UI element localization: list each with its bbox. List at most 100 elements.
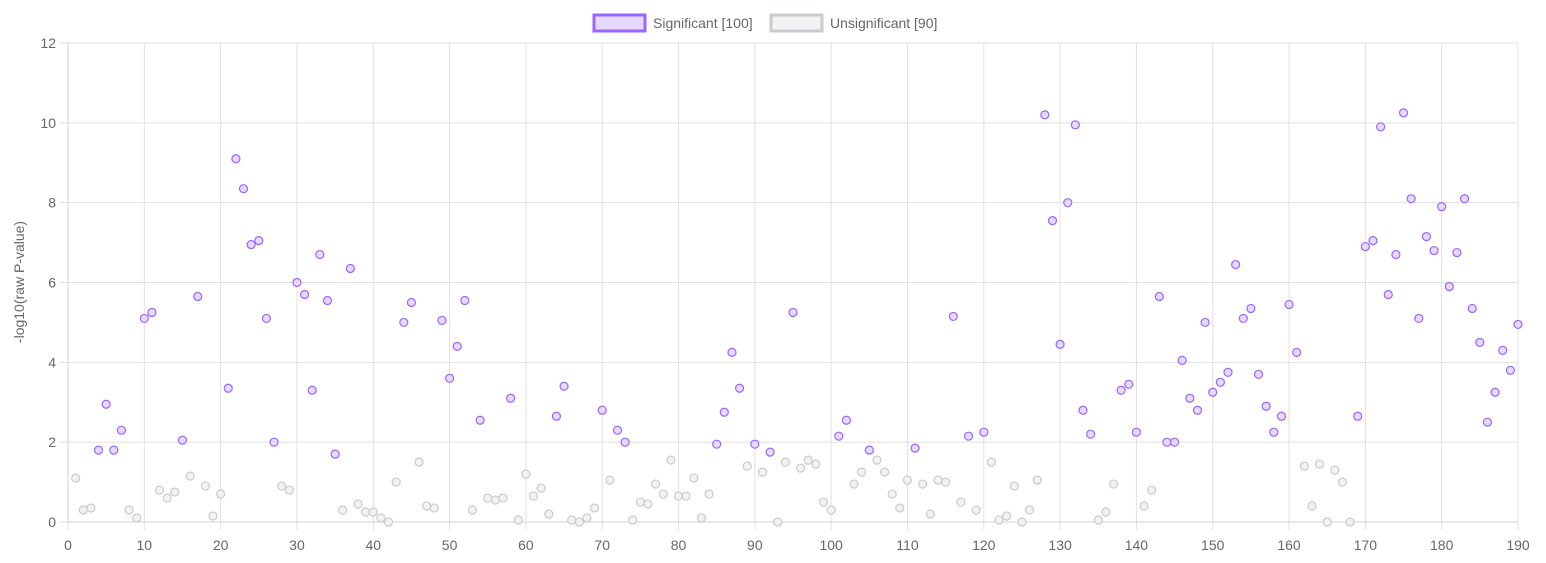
significant-point[interactable]: [1169, 437, 1180, 447]
unsignificant-point[interactable]: [1330, 465, 1340, 475]
unsignificant-point[interactable]: [895, 503, 905, 513]
unsignificant-point[interactable]: [284, 485, 294, 495]
significant-point[interactable]: [109, 445, 119, 455]
unsignificant-point[interactable]: [1108, 479, 1119, 489]
unsignificant-point[interactable]: [1337, 477, 1348, 487]
unsignificant-point[interactable]: [1299, 461, 1309, 471]
unsignificant-point[interactable]: [826, 505, 836, 515]
significant-point[interactable]: [307, 385, 317, 395]
unsignificant-point[interactable]: [185, 471, 195, 481]
significant-point[interactable]: [1467, 303, 1477, 314]
significant-point[interactable]: [1047, 216, 1058, 226]
legend-item-unsignificant[interactable]: Unsignificant [90]: [769, 13, 937, 33]
significant-point[interactable]: [315, 249, 325, 260]
significant-point[interactable]: [1215, 377, 1225, 387]
significant-point[interactable]: [231, 154, 241, 164]
significant-point[interactable]: [101, 399, 111, 409]
significant-point[interactable]: [734, 383, 745, 393]
significant-point[interactable]: [834, 431, 844, 441]
significant-point[interactable]: [1353, 411, 1363, 421]
significant-point[interactable]: [177, 435, 188, 445]
significant-point[interactable]: [1246, 303, 1256, 314]
significant-point[interactable]: [116, 425, 127, 435]
significant-point[interactable]: [1063, 198, 1073, 208]
unsignificant-point[interactable]: [124, 505, 134, 515]
significant-point[interactable]: [1154, 291, 1164, 302]
unsignificant-point[interactable]: [773, 517, 783, 527]
significant-point[interactable]: [1055, 339, 1065, 349]
unsignificant-point[interactable]: [376, 513, 386, 523]
significant-point[interactable]: [254, 235, 264, 246]
unsignificant-point[interactable]: [574, 517, 584, 527]
significant-point[interactable]: [597, 405, 607, 415]
unsignificant-point[interactable]: [200, 481, 210, 491]
significant-point[interactable]: [1269, 427, 1279, 437]
significant-point[interactable]: [147, 307, 157, 318]
unsignificant-point[interactable]: [1093, 515, 1103, 525]
unsignificant-point[interactable]: [628, 515, 638, 525]
unsignificant-point[interactable]: [86, 503, 96, 513]
unsignificant-point[interactable]: [1009, 481, 1019, 491]
unsignificant-point[interactable]: [902, 475, 913, 485]
legend-item-significant[interactable]: Significant [100]: [592, 13, 753, 33]
unsignificant-point[interactable]: [1345, 517, 1355, 527]
unsignificant-point[interactable]: [1147, 485, 1157, 495]
significant-point[interactable]: [1131, 427, 1142, 437]
unsignificant-point[interactable]: [689, 473, 699, 483]
significant-point[interactable]: [1498, 345, 1508, 355]
significant-point[interactable]: [1505, 365, 1515, 375]
significant-point[interactable]: [1414, 313, 1424, 324]
unsignificant-point[interactable]: [71, 473, 81, 483]
unsignificant-point[interactable]: [757, 467, 768, 477]
significant-point[interactable]: [292, 277, 302, 288]
significant-point[interactable]: [269, 437, 279, 447]
unsignificant-point[interactable]: [490, 495, 500, 505]
significant-point[interactable]: [1383, 289, 1393, 300]
significant-point[interactable]: [1421, 231, 1432, 242]
significant-point[interactable]: [1231, 259, 1241, 270]
unsignificant-point[interactable]: [498, 493, 508, 503]
significant-point[interactable]: [1192, 405, 1203, 415]
unsignificant-point[interactable]: [132, 513, 142, 523]
significant-point[interactable]: [719, 407, 729, 417]
unsignificant-point[interactable]: [872, 455, 882, 465]
significant-point[interactable]: [1444, 281, 1454, 292]
unsignificant-point[interactable]: [879, 467, 890, 477]
unsignificant-point[interactable]: [521, 469, 531, 479]
significant-point[interactable]: [1398, 108, 1409, 118]
unsignificant-point[interactable]: [78, 505, 88, 515]
significant-point[interactable]: [452, 341, 462, 351]
unsignificant-point[interactable]: [544, 509, 554, 519]
significant-point[interactable]: [1490, 387, 1500, 397]
unsignificant-point[interactable]: [803, 455, 813, 465]
significant-point[interactable]: [1406, 194, 1416, 204]
unsignificant-point[interactable]: [1307, 501, 1317, 511]
significant-point[interactable]: [979, 427, 989, 437]
significant-point[interactable]: [1391, 249, 1401, 260]
unsignificant-point[interactable]: [666, 455, 676, 465]
significant-point[interactable]: [1162, 437, 1172, 447]
unsignificant-point[interactable]: [857, 467, 867, 477]
unsignificant-point[interactable]: [154, 485, 165, 495]
significant-point[interactable]: [399, 317, 409, 328]
unsignificant-point[interactable]: [673, 491, 684, 501]
unsignificant-point[interactable]: [277, 481, 287, 491]
unsignificant-point[interactable]: [780, 457, 790, 467]
significant-point[interactable]: [1360, 241, 1370, 252]
unsignificant-point[interactable]: [567, 515, 577, 525]
unsignificant-point[interactable]: [467, 505, 478, 515]
unsignificant-point[interactable]: [796, 463, 806, 473]
significant-point[interactable]: [948, 311, 958, 322]
unsignificant-point[interactable]: [941, 477, 951, 487]
significant-point[interactable]: [1185, 393, 1195, 403]
significant-point[interactable]: [1124, 379, 1134, 389]
significant-point[interactable]: [1284, 299, 1294, 310]
unsignificant-point[interactable]: [1032, 475, 1042, 485]
unsignificant-point[interactable]: [994, 515, 1004, 525]
significant-point[interactable]: [1261, 401, 1271, 411]
unsignificant-point[interactable]: [643, 499, 653, 509]
unsignificant-point[interactable]: [681, 491, 691, 501]
unsignificant-point[interactable]: [971, 505, 981, 515]
significant-point[interactable]: [727, 347, 737, 357]
significant-point[interactable]: [788, 307, 798, 318]
